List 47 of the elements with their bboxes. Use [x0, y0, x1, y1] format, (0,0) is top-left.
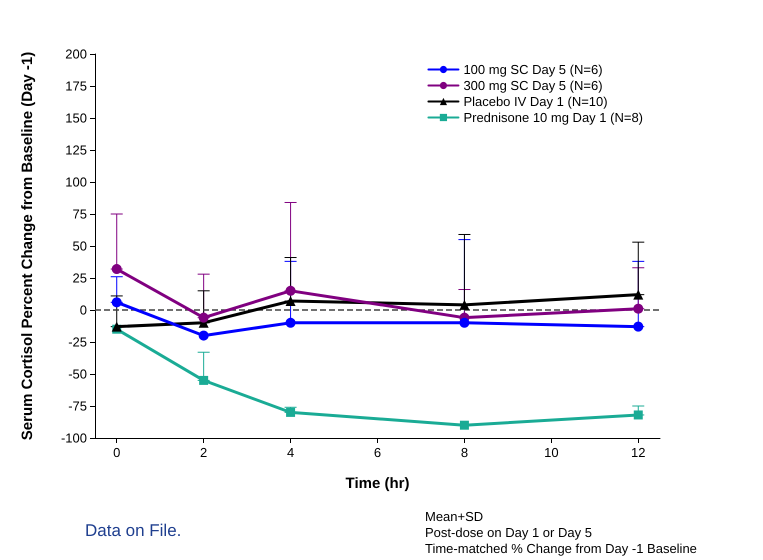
y-tick-label: 125 [65, 142, 87, 158]
point [633, 322, 644, 332]
legend-label: Prednisone 10 mg Day 1 (N=8) [463, 110, 643, 125]
x-tick-label: 10 [544, 445, 559, 460]
text: Mean+SD [425, 509, 484, 524]
y-tick-label: 0 [80, 302, 87, 318]
point [112, 297, 122, 308]
x-tick-label: 12 [631, 445, 646, 460]
point [112, 264, 122, 274]
point [634, 410, 643, 420]
point [112, 322, 122, 332]
point [459, 300, 470, 310]
point [286, 318, 296, 328]
y-tick-label: 200 [65, 46, 87, 62]
y-tick-label: 50 [72, 238, 87, 254]
point [460, 420, 469, 430]
point [459, 318, 470, 328]
point [286, 286, 296, 296]
y-axis-title: Serum Cortisol Percent Change from Baseline (Day -1) [19, 52, 36, 440]
text: Data on File. [85, 521, 182, 540]
point [633, 304, 644, 314]
y-tick-label: -50 [68, 366, 87, 382]
x-tick-label: 8 [460, 445, 468, 460]
y-tick-label: 150 [65, 110, 87, 126]
x-axis-title: Time (hr) [346, 475, 410, 492]
point [286, 296, 296, 306]
x-tick-label: 4 [286, 445, 294, 460]
point [199, 376, 208, 385]
y-tick-label: -100 [60, 430, 87, 446]
legend-label: 100 mg SC Day 5 (N=6) [463, 62, 603, 77]
y-tick-label: 100 [65, 174, 87, 190]
y-tick-label: 175 [65, 78, 87, 94]
point [198, 312, 209, 323]
y-tick-label: -25 [68, 334, 87, 350]
point [286, 408, 296, 417]
text: Time-matched % Change from Day -1 Baseline [425, 541, 697, 556]
text: Post-dose on Day 1 or Day 5 [425, 525, 592, 540]
x-tick-label: 6 [374, 445, 382, 460]
x-tick-label: 0 [113, 445, 120, 460]
x-tick-label: 2 [200, 445, 208, 460]
point [633, 290, 644, 300]
y-tick-label: -75 [68, 398, 87, 414]
legend-label: 300 mg SC Day 5 (N=6) [463, 78, 603, 93]
y-tick-label: 25 [72, 270, 87, 286]
point [198, 330, 209, 341]
y-tick-label: 75 [72, 206, 87, 222]
legend-label: Placebo IV Day 1 (N=10) [463, 94, 608, 109]
